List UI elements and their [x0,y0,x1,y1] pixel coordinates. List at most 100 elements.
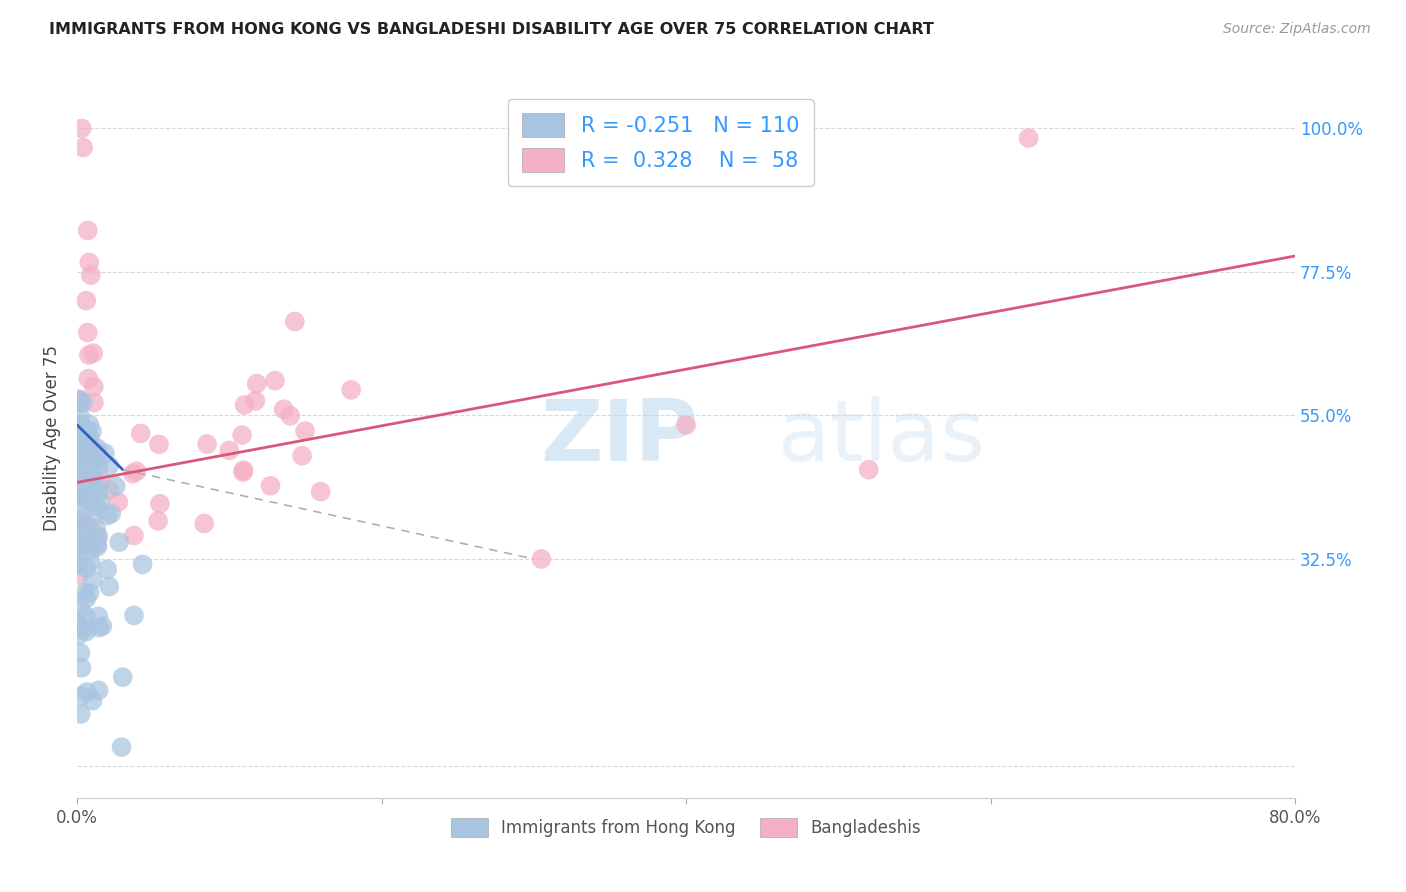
Point [80,457,103,471]
Point [122,608,145,623]
Point [340,383,363,397]
Point [69,602,91,616]
Point [73,423,96,437]
Point [86,538,108,552]
Point [69,410,91,425]
Point [233,398,256,412]
Point [75,487,97,501]
Point [89,493,111,508]
Point [75,293,97,308]
Point [98,580,121,594]
Point [75,520,97,534]
Point [67,482,90,496]
Point [67,450,90,465]
Point [77,372,100,386]
Point [67,435,90,450]
Point [76,518,98,533]
Point [72,516,94,530]
Point [72,140,94,154]
Point [67,470,90,484]
Point [77,255,100,269]
Point [82,469,104,483]
Point [86,531,108,545]
Point [72,458,94,473]
Point [1018,131,1040,145]
Point [75,624,97,639]
Point [148,437,170,451]
Point [87,480,110,494]
Point [79,417,101,432]
Point [69,475,91,489]
Point [76,685,98,699]
Point [73,442,96,457]
Point [75,591,97,606]
Point [75,426,97,441]
Point [76,538,98,552]
Point [70,491,93,506]
Point [69,463,91,477]
Point [82,573,104,587]
Point [111,670,134,684]
Point [232,463,254,477]
Text: atlas: atlas [778,396,986,479]
Legend: Immigrants from Hong Kong, Bangladeshis: Immigrants from Hong Kong, Bangladeshis [444,812,928,844]
Point [86,499,108,513]
Point [96,562,118,576]
Point [72,505,94,519]
Point [72,538,94,552]
Point [72,395,94,409]
Point [69,539,91,553]
Point [70,121,93,136]
Point [86,444,108,458]
Point [76,326,98,340]
Point [73,421,96,435]
Point [67,486,90,500]
Point [72,455,94,469]
Point [83,379,105,393]
Point [218,443,240,458]
Point [79,586,101,600]
Point [69,481,91,495]
Point [291,449,314,463]
Point [530,552,553,566]
Point [67,450,90,465]
Point [70,661,93,675]
Point [129,426,152,441]
Point [87,609,110,624]
Text: ZIP: ZIP [540,396,697,479]
Point [858,463,880,477]
Point [67,392,90,407]
Point [80,268,103,282]
Point [76,428,98,442]
Point [70,689,93,703]
Point [67,456,90,470]
Point [67,473,90,487]
Point [87,485,110,500]
Point [67,442,90,457]
Point [98,458,121,473]
Point [67,628,90,642]
Point [264,374,287,388]
Point [246,376,269,391]
Point [107,495,129,509]
Point [79,461,101,475]
Point [67,519,90,533]
Point [146,514,169,528]
Point [84,522,107,536]
Point [122,528,145,542]
Point [70,486,93,500]
Text: Source: ZipAtlas.com: Source: ZipAtlas.com [1223,22,1371,37]
Point [87,445,110,459]
Point [100,507,122,521]
Text: IMMIGRANTS FROM HONG KONG VS BANGLADESHI DISABILITY AGE OVER 75 CORRELATION CHAR: IMMIGRANTS FROM HONG KONG VS BANGLADESHI… [49,22,934,37]
Point [89,621,111,635]
Point [76,472,98,486]
Point [131,558,153,572]
Point [76,223,98,237]
Point [80,542,103,557]
Y-axis label: Disability Age Over 75: Disability Age Over 75 [44,345,60,531]
Point [69,396,91,410]
Point [67,424,90,438]
Point [70,423,93,437]
Point [108,535,131,549]
